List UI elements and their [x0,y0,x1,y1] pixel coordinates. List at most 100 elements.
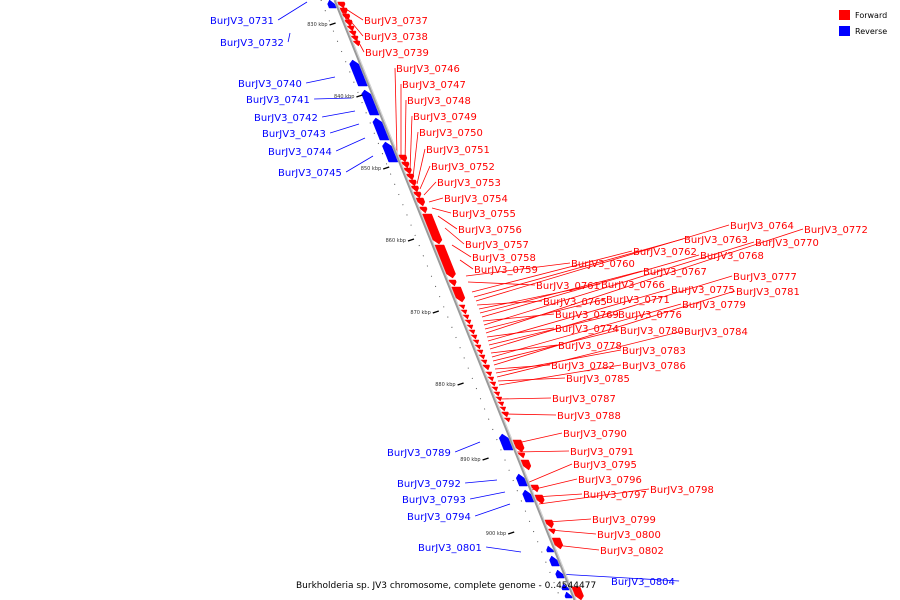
forward-gene-label[interactable]: BurJV3_0776 [618,310,682,321]
reverse-gene-label[interactable]: BurJV3_0732 [220,38,284,49]
forward-gene-label[interactable]: BurJV3_0760 [571,259,635,270]
reverse-gene-label[interactable]: BurJV3_0731 [210,16,274,27]
forward-gene-feature[interactable] [493,391,501,397]
forward-gene-label[interactable]: BurJV3_0759 [474,265,538,276]
reverse-gene-label[interactable]: BurJV3_0804 [611,577,675,588]
forward-gene-label[interactable]: BurJV3_0737 [364,16,428,27]
forward-gene-feature[interactable] [499,406,507,412]
forward-gene-label[interactable]: BurJV3_0752 [431,162,495,173]
reverse-gene-feature[interactable] [349,59,368,87]
reverse-gene-label[interactable]: BurJV3_0741 [246,95,310,106]
reverse-gene-feature[interactable] [564,591,573,599]
reverse-gene-label[interactable]: BurJV3_0792 [397,479,461,490]
forward-gene-label[interactable]: BurJV3_0746 [396,64,460,75]
forward-gene-label[interactable]: BurJV3_0783 [622,346,686,357]
forward-gene-label[interactable]: BurJV3_0761 [536,281,600,292]
reverse-gene-feature[interactable] [498,433,514,451]
reverse-gene-feature[interactable] [382,141,399,163]
forward-gene-feature[interactable] [470,334,478,340]
forward-gene-feature[interactable] [548,528,556,535]
forward-gene-feature[interactable] [571,586,584,600]
forward-gene-feature[interactable] [422,213,443,245]
forward-gene-label[interactable]: BurJV3_0770 [755,238,819,249]
reverse-gene-feature[interactable] [372,117,390,141]
forward-gene-label[interactable]: BurJV3_0777 [733,272,797,283]
forward-gene-feature[interactable] [353,40,361,47]
forward-gene-label[interactable]: BurJV3_0781 [736,287,800,298]
forward-gene-feature[interactable] [474,344,482,350]
forward-gene-label[interactable]: BurJV3_0757 [465,240,529,251]
forward-gene-feature[interactable] [434,244,456,279]
forward-gene-feature[interactable] [534,494,545,505]
forward-gene-feature[interactable] [413,191,422,199]
forward-gene-feature[interactable] [344,19,353,27]
forward-gene-feature[interactable] [351,35,359,42]
forward-gene-feature[interactable] [401,161,410,169]
forward-gene-feature[interactable] [464,319,472,325]
forward-gene-label[interactable]: BurJV3_0755 [452,209,516,220]
forward-gene-label[interactable]: BurJV3_0775 [671,285,735,296]
forward-gene-feature[interactable] [495,396,503,402]
forward-gene-feature[interactable] [462,314,470,320]
forward-gene-label[interactable]: BurJV3_0786 [622,361,686,372]
forward-gene-label[interactable]: BurJV3_0738 [364,32,428,43]
forward-gene-feature[interactable] [408,179,417,187]
reverse-gene-label[interactable]: BurJV3_0793 [402,495,466,506]
forward-gene-feature[interactable] [478,354,486,360]
forward-gene-label[interactable]: BurJV3_0790 [563,429,627,440]
forward-gene-feature[interactable] [485,371,493,377]
forward-gene-feature[interactable] [503,417,511,423]
reverse-gene-feature[interactable] [515,473,528,487]
forward-gene-label[interactable]: BurJV3_0782 [551,361,615,372]
forward-gene-feature[interactable] [480,359,488,365]
forward-gene-label[interactable]: BurJV3_0788 [557,411,621,422]
forward-gene-feature[interactable] [466,324,474,330]
reverse-gene-feature[interactable] [555,569,565,579]
forward-gene-label[interactable]: BurJV3_0785 [566,374,630,385]
forward-gene-label[interactable]: BurJV3_0756 [458,225,522,236]
forward-gene-feature[interactable] [482,364,490,371]
forward-gene-feature[interactable] [342,13,351,21]
forward-gene-feature[interactable] [487,376,495,382]
forward-gene-feature[interactable] [347,25,355,32]
forward-gene-feature[interactable] [415,197,426,207]
reverse-gene-label[interactable]: BurJV3_0801 [418,543,482,554]
forward-gene-label[interactable]: BurJV3_0748 [407,96,471,107]
forward-gene-label[interactable]: BurJV3_0772 [804,225,868,236]
forward-gene-feature[interactable] [398,154,408,163]
forward-gene-label[interactable]: BurJV3_0758 [472,253,536,264]
forward-gene-label[interactable]: BurJV3_0784 [684,327,748,338]
reverse-gene-label[interactable]: BurJV3_0744 [268,147,332,158]
forward-gene-label[interactable]: BurJV3_0795 [573,460,637,471]
forward-gene-label[interactable]: BurJV3_0799 [592,515,656,526]
forward-gene-label[interactable]: BurJV3_0751 [426,145,490,156]
reverse-gene-feature[interactable] [549,555,560,567]
forward-gene-label[interactable]: BurJV3_0797 [583,490,647,501]
forward-gene-feature[interactable] [349,30,357,37]
forward-gene-label[interactable]: BurJV3_0779 [682,300,746,311]
reverse-gene-label[interactable]: BurJV3_0789 [387,448,451,459]
forward-gene-label[interactable]: BurJV3_0768 [700,251,764,262]
forward-gene-feature[interactable] [403,167,412,175]
forward-gene-label[interactable]: BurJV3_0780 [620,326,684,337]
forward-gene-label[interactable]: BurJV3_0796 [578,475,642,486]
forward-gene-label[interactable]: BurJV3_0800 [597,530,661,541]
forward-gene-feature[interactable] [544,519,554,529]
forward-gene-label[interactable]: BurJV3_0766 [601,280,665,291]
forward-gene-feature[interactable] [517,452,526,459]
forward-gene-feature[interactable] [460,309,468,315]
forward-gene-label[interactable]: BurJV3_0750 [419,128,483,139]
forward-gene-feature[interactable] [337,1,346,9]
reverse-gene-feature[interactable] [361,89,380,116]
forward-gene-label[interactable]: BurJV3_0753 [437,178,501,189]
forward-gene-feature[interactable] [489,381,497,387]
forward-gene-label[interactable]: BurJV3_0754 [444,194,508,205]
forward-gene-feature[interactable] [448,279,457,287]
reverse-gene-label[interactable]: BurJV3_0794 [407,512,471,523]
forward-gene-feature[interactable] [497,401,505,407]
reverse-gene-label[interactable]: BurJV3_0745 [278,168,342,179]
forward-gene-label[interactable]: BurJV3_0802 [600,546,664,557]
forward-gene-label[interactable]: BurJV3_0739 [365,48,429,59]
forward-gene-feature[interactable] [491,386,499,392]
forward-gene-label[interactable]: BurJV3_0765 [543,297,607,308]
